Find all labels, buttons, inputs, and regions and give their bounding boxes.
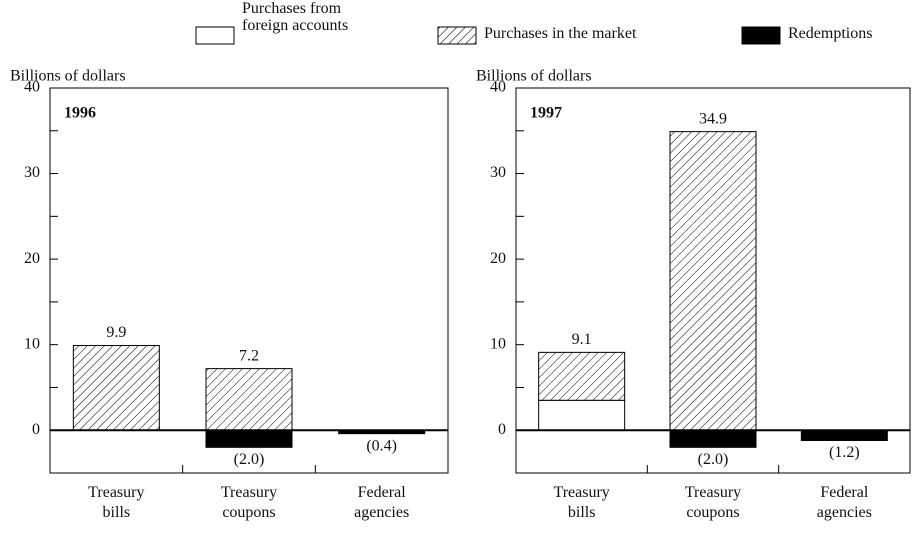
- bar-segment: [72, 345, 160, 431]
- y-tick-label: 10: [24, 335, 40, 352]
- y-tick-label: 0: [32, 421, 40, 438]
- y-tick-label: 30: [24, 164, 40, 181]
- bar-segment: [205, 368, 293, 431]
- y-tick-label: 0: [498, 421, 506, 438]
- value-label: (0.4): [366, 437, 397, 454]
- x-tick-label: Treasury bills: [88, 484, 145, 521]
- y-tick-label: 10: [490, 335, 506, 352]
- y-tick-label: 30: [490, 164, 506, 181]
- total-label: 9.9: [106, 324, 126, 341]
- plot-frame: [49, 87, 449, 474]
- x-tick-label: Federal agencies: [816, 484, 872, 521]
- total-label: 7.2: [239, 347, 259, 364]
- y-tick-label: 20: [490, 250, 506, 267]
- value-label: (2.0): [698, 451, 729, 468]
- legend-swatch: [437, 26, 477, 45]
- total-label: 34.9: [699, 110, 727, 127]
- legend-label: Purchases in the market: [484, 25, 637, 42]
- panel-label: 1996: [64, 105, 96, 122]
- legend-swatch: [741, 26, 781, 45]
- y-axis-label: Billions of dollars: [10, 68, 126, 85]
- bar-segment: [205, 429, 293, 448]
- legend-label: Redemptions: [788, 25, 873, 42]
- y-axis-label: Billions of dollars: [476, 68, 592, 85]
- bar-segment: [538, 351, 626, 401]
- y-tick-label: 40: [24, 79, 40, 96]
- value-label: (2.0): [234, 451, 265, 468]
- y-tick-label: 20: [24, 250, 40, 267]
- panel-label: 1997: [530, 105, 562, 122]
- total-label: 9.1: [572, 331, 592, 348]
- plot-frame: [515, 87, 911, 474]
- value-label: (1.2): [829, 444, 860, 461]
- legend-swatch: [195, 26, 235, 45]
- x-tick-label: Treasury coupons: [684, 484, 742, 521]
- x-tick-label: Treasury bills: [553, 484, 610, 521]
- x-tick-label: Federal agencies: [354, 484, 410, 521]
- bar-segment: [800, 429, 888, 441]
- bar-segment: [669, 429, 757, 448]
- bar-segment: [669, 131, 757, 431]
- bar-segment: [538, 399, 626, 431]
- x-tick-label: Treasury coupons: [220, 484, 278, 521]
- y-tick-label: 40: [490, 79, 506, 96]
- legend-label: Purchases from foreign accounts: [242, 0, 349, 34]
